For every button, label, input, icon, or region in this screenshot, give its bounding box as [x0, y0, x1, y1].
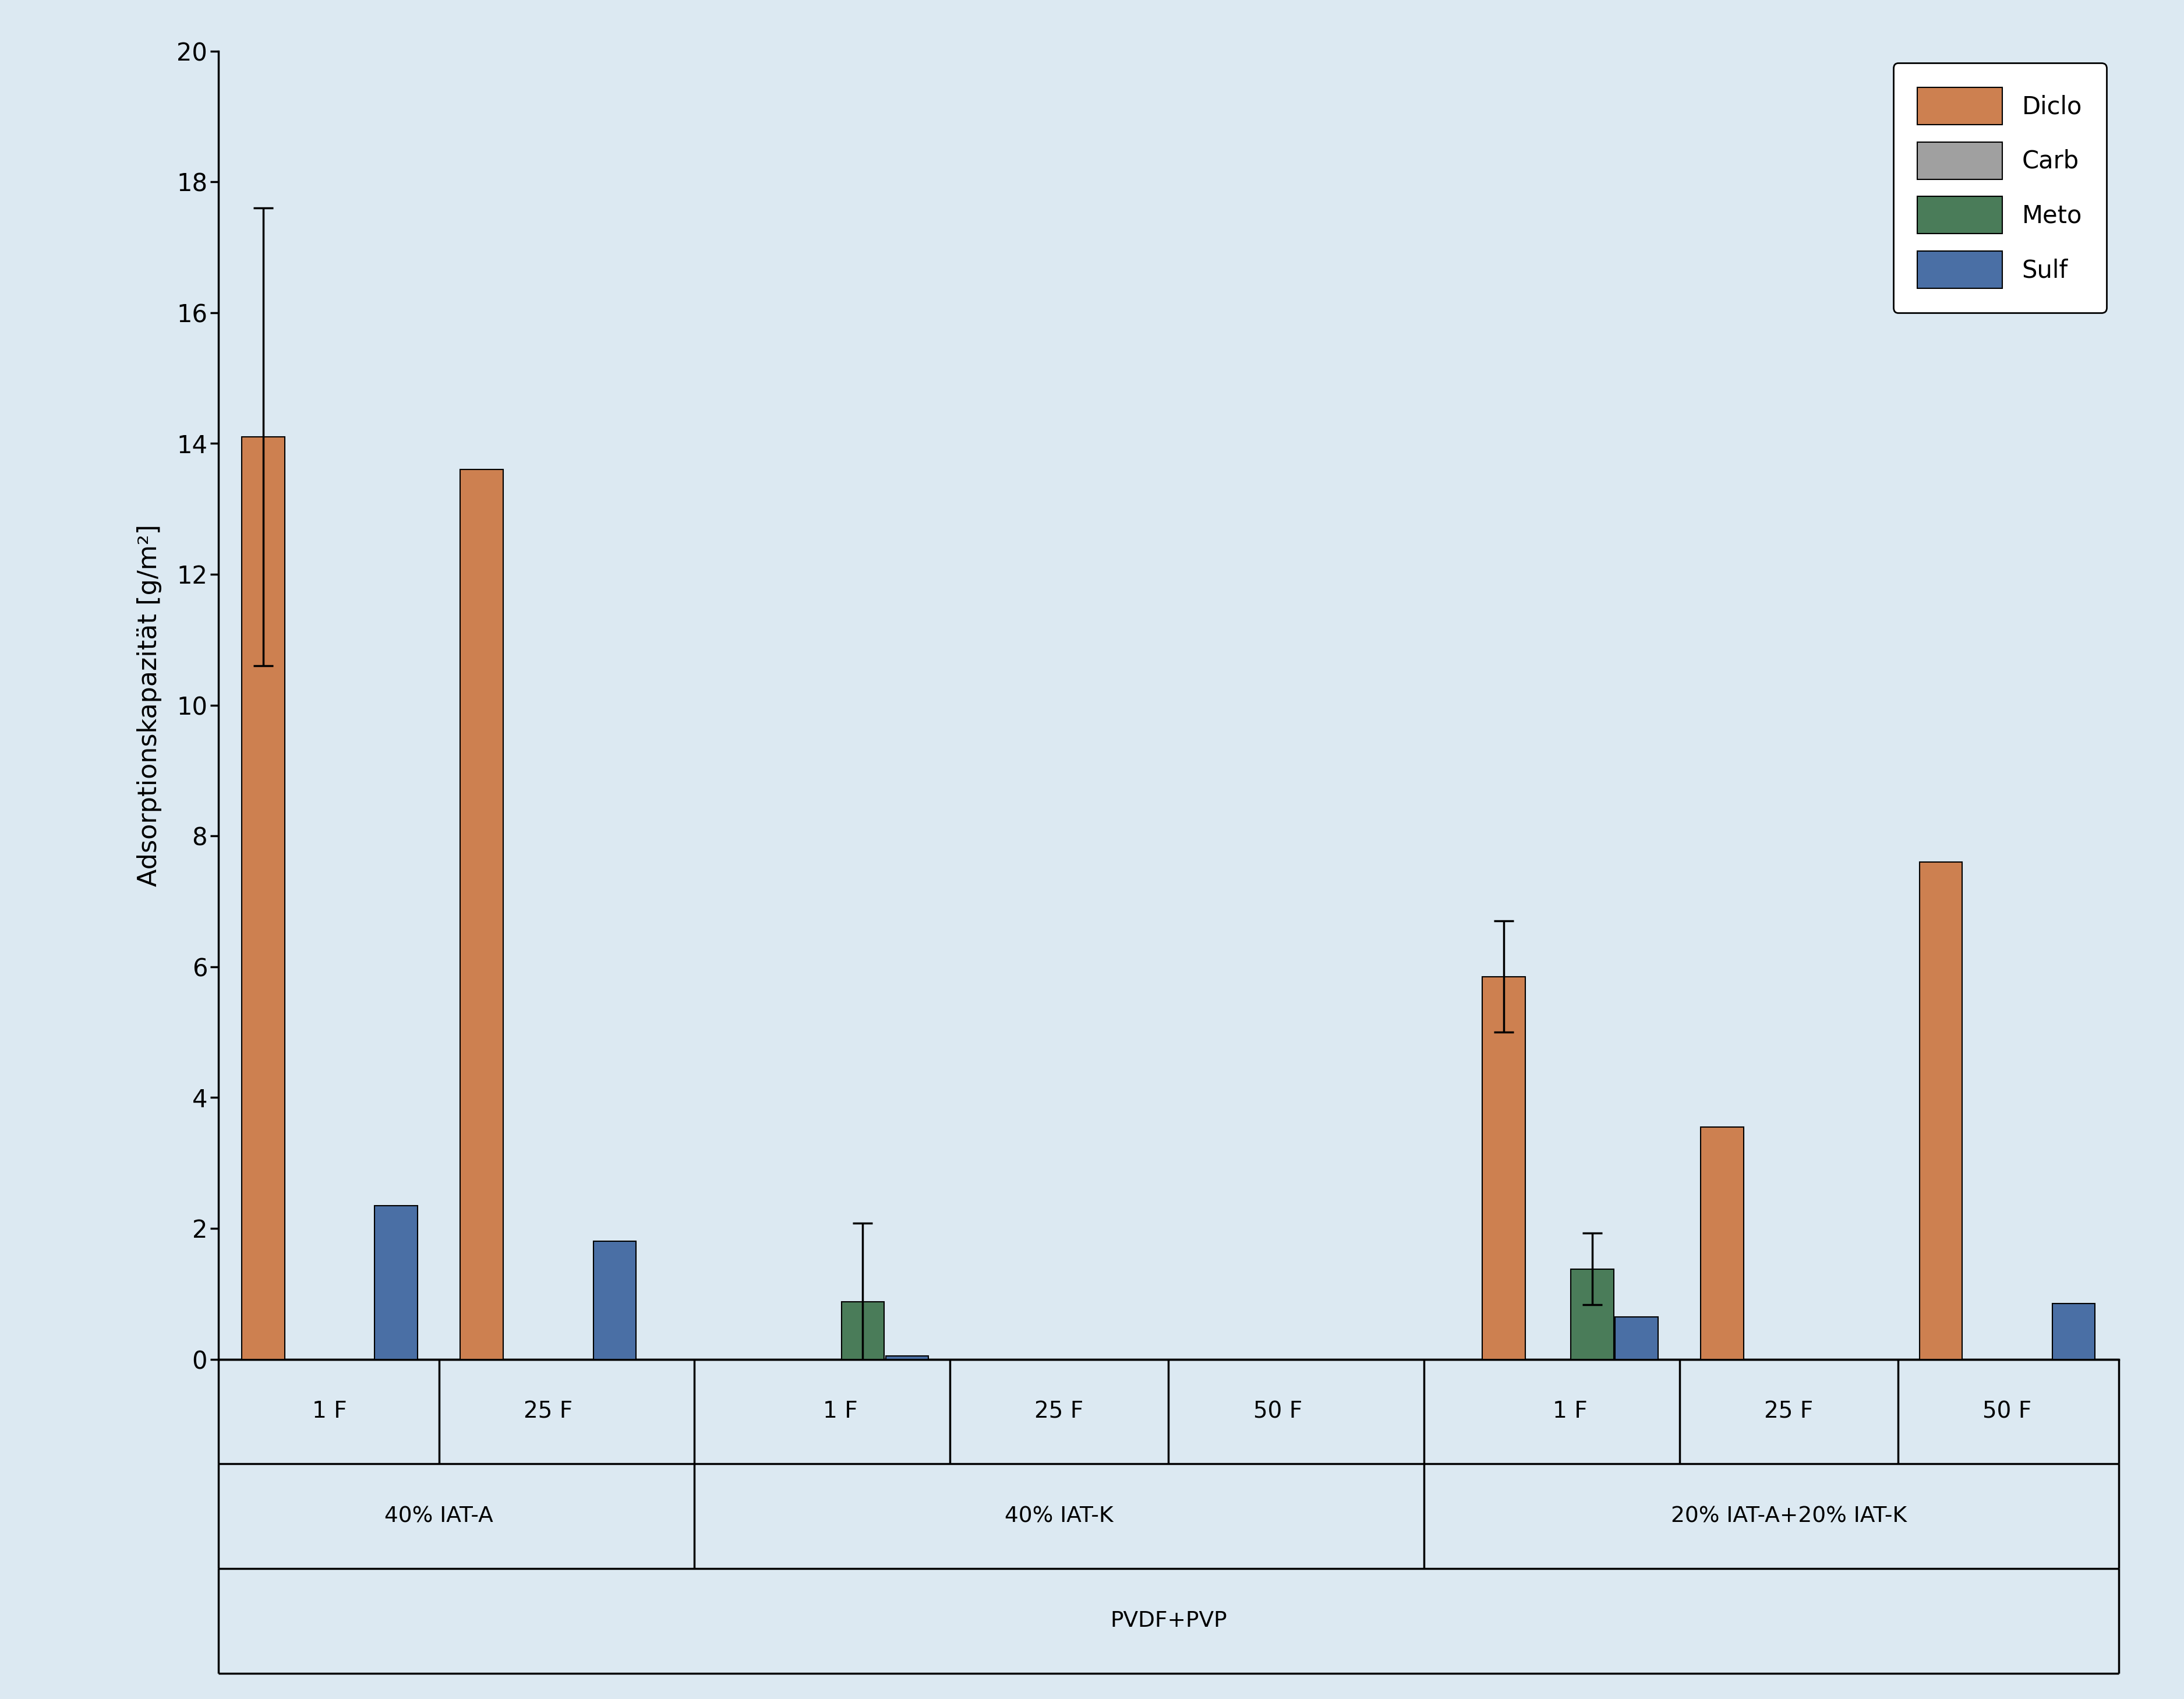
Text: 50 F: 50 F	[1983, 1400, 2031, 1422]
Bar	[242, 437, 284, 1359]
Text: 25 F: 25 F	[1765, 1400, 1813, 1422]
Text: 25 F: 25 F	[524, 1400, 572, 1422]
Bar	[1570, 1269, 1614, 1359]
Bar	[1920, 861, 1961, 1359]
Text: 1 F: 1 F	[823, 1400, 858, 1422]
Text: 40% IAT-K: 40% IAT-K	[1005, 1505, 1114, 1527]
Text: 40% IAT-A: 40% IAT-A	[384, 1505, 494, 1527]
Y-axis label: Adsorptionskapazität [g/m²]: Adsorptionskapazität [g/m²]	[138, 523, 162, 887]
Bar	[461, 469, 502, 1359]
Bar	[1701, 1126, 1743, 1359]
Text: 50 F: 50 F	[1254, 1400, 1302, 1422]
Bar	[594, 1242, 636, 1359]
Legend: Diclo, Carb, Meto, Sulf: Diclo, Carb, Meto, Sulf	[1894, 63, 2105, 313]
Bar	[2053, 1303, 2094, 1359]
Text: 20% IAT-A+20% IAT-K: 20% IAT-A+20% IAT-K	[1671, 1505, 1907, 1527]
Bar	[841, 1301, 885, 1359]
Bar	[376, 1206, 417, 1359]
Bar	[887, 1356, 928, 1359]
Text: 25 F: 25 F	[1035, 1400, 1083, 1422]
Bar	[1483, 977, 1524, 1359]
Bar	[1616, 1317, 1658, 1359]
Text: PVDF+PVP: PVDF+PVP	[1109, 1611, 1227, 1631]
Text: 1 F: 1 F	[312, 1400, 347, 1422]
Text: 1 F: 1 F	[1553, 1400, 1588, 1422]
